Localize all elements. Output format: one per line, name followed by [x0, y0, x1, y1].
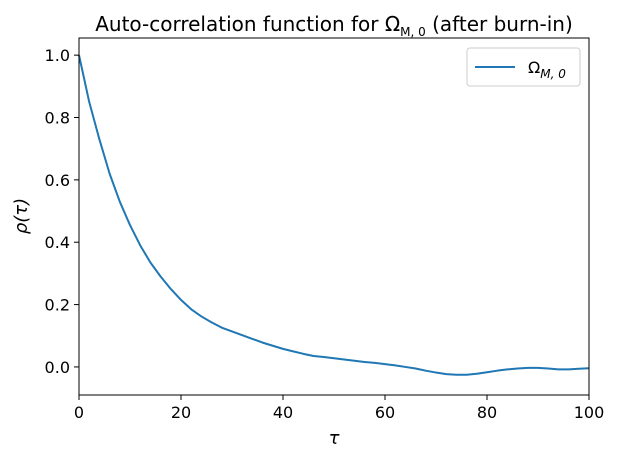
y-tick-label: 0.0: [45, 358, 70, 377]
x-axis: 0 20 40 60 80 100: [74, 395, 604, 422]
y-tick-label: 0.6: [45, 171, 70, 190]
x-tick-label: 40: [273, 403, 293, 422]
y-axis-label: ρ(τ): [11, 198, 32, 234]
chart-title: Auto-correlation function for ΩM, 0 (aft…: [95, 12, 573, 39]
x-tick-label: 60: [375, 403, 395, 422]
x-tick-label: 100: [574, 403, 605, 422]
x-tick-label: 80: [477, 403, 497, 422]
plot-area: [78, 54, 590, 376]
y-tick-label: 1.0: [45, 46, 70, 65]
series-line: [78, 54, 590, 376]
x-axis-label: τ: [329, 428, 340, 449]
legend-box: [466, 47, 581, 87]
plot-frame: [78, 37, 590, 396]
x-tick-label: 20: [171, 403, 191, 422]
legend: ΩM, 0: [466, 47, 581, 87]
y-axis: 0.0 0.2 0.4 0.6 0.8 1.0: [45, 46, 79, 377]
y-tick-label: 0.4: [45, 233, 70, 252]
y-tick-label: 0.8: [45, 109, 70, 128]
y-tick-label: 0.2: [45, 296, 70, 315]
x-tick-label: 0: [74, 403, 84, 422]
legend-label: ΩM, 0: [528, 58, 566, 81]
